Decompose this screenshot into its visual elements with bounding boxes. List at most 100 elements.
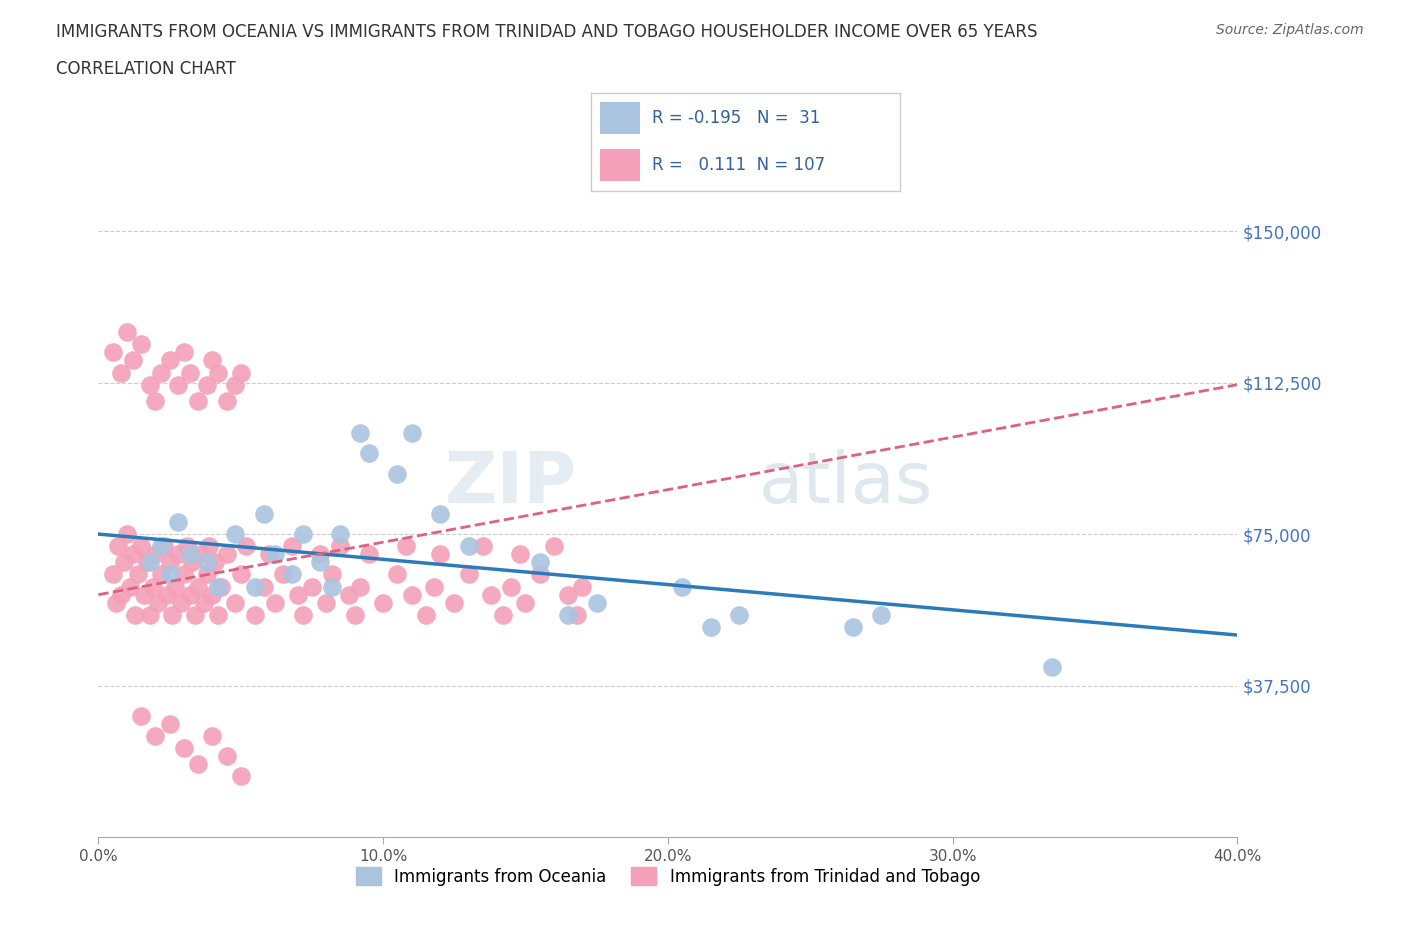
Point (132, 587, 155, 602)
Point (207, 365, 229, 380)
Point (443, 595, 465, 610)
Point (224, 378, 246, 392)
Point (235, 538, 257, 553)
Point (229, 769, 252, 784)
Point (159, 555, 181, 570)
Point (415, 607, 437, 622)
Point (243, 579, 266, 594)
Point (145, 393, 167, 408)
Bar (600, 149, 640, 180)
Point (264, 595, 287, 610)
Point (127, 567, 149, 582)
Point (287, 587, 309, 602)
Point (170, 595, 193, 610)
Text: R =   0.111  N = 107: R = 0.111 N = 107 (652, 155, 825, 174)
Point (349, 426, 371, 441)
Point (429, 547, 451, 562)
Point (201, 728, 224, 743)
Point (870, 607, 893, 622)
Text: IMMIGRANTS FROM OCEANIA VS IMMIGRANTS FROM TRINIDAD AND TOBAGO HOUSEHOLDER INCOM: IMMIGRANTS FROM OCEANIA VS IMMIGRANTS FR… (56, 23, 1038, 41)
Point (264, 547, 287, 562)
Point (337, 587, 360, 602)
Point (141, 579, 163, 594)
Point (153, 538, 176, 553)
Point (179, 547, 201, 562)
Text: atlas: atlas (759, 449, 934, 518)
Point (309, 555, 332, 570)
Point (159, 716, 181, 731)
Point (281, 538, 304, 553)
Bar (600, 101, 640, 134)
Point (529, 555, 551, 570)
Point (190, 547, 212, 562)
Point (329, 526, 352, 541)
Point (204, 555, 226, 570)
Point (184, 607, 207, 622)
Point (315, 595, 337, 610)
Point (215, 547, 238, 562)
Point (187, 579, 209, 594)
Point (373, 595, 395, 610)
Point (110, 365, 132, 380)
Point (515, 595, 537, 610)
Point (215, 393, 238, 408)
Point (110, 587, 132, 602)
Point (179, 365, 201, 380)
Point (557, 587, 579, 602)
Point (121, 353, 143, 368)
Point (209, 579, 232, 594)
Point (387, 567, 409, 582)
Point (229, 365, 252, 380)
Point (215, 749, 238, 764)
Point (543, 538, 565, 553)
Point (150, 567, 173, 582)
Point (181, 555, 204, 570)
Point (167, 547, 190, 562)
Point (224, 595, 246, 610)
Point (429, 507, 451, 522)
Point (187, 393, 209, 408)
Point (145, 547, 167, 562)
Point (104, 595, 127, 610)
Point (457, 567, 479, 582)
Point (198, 538, 221, 553)
Point (252, 579, 274, 594)
Point (343, 607, 366, 622)
Text: CORRELATION CHART: CORRELATION CHART (56, 60, 236, 78)
Point (101, 345, 124, 360)
Point (529, 567, 551, 582)
Point (259, 547, 281, 562)
Point (193, 595, 215, 610)
Point (671, 579, 693, 594)
Point (167, 514, 190, 529)
Point (101, 567, 124, 582)
Point (292, 526, 315, 541)
Point (150, 538, 173, 553)
Point (207, 607, 229, 622)
Point (401, 426, 423, 441)
Point (565, 607, 588, 622)
Point (195, 555, 218, 570)
Point (479, 587, 502, 602)
Point (112, 555, 135, 570)
Point (281, 567, 304, 582)
Point (129, 538, 152, 553)
Point (395, 538, 418, 553)
Point (159, 353, 181, 368)
Point (321, 567, 343, 582)
Point (571, 579, 593, 594)
Point (138, 555, 160, 570)
Point (387, 466, 409, 481)
Point (492, 607, 515, 622)
Point (195, 567, 218, 582)
Point (156, 587, 179, 602)
Point (115, 325, 138, 339)
Point (201, 353, 224, 368)
Text: ZIP: ZIP (444, 449, 576, 518)
Point (292, 607, 315, 622)
Point (401, 587, 423, 602)
Legend: Immigrants from Oceania, Immigrants from Trinidad and Tobago: Immigrants from Oceania, Immigrants from… (349, 861, 987, 892)
Point (273, 567, 295, 582)
Text: R = -0.195   N =  31: R = -0.195 N = 31 (652, 109, 821, 126)
Point (321, 579, 343, 594)
